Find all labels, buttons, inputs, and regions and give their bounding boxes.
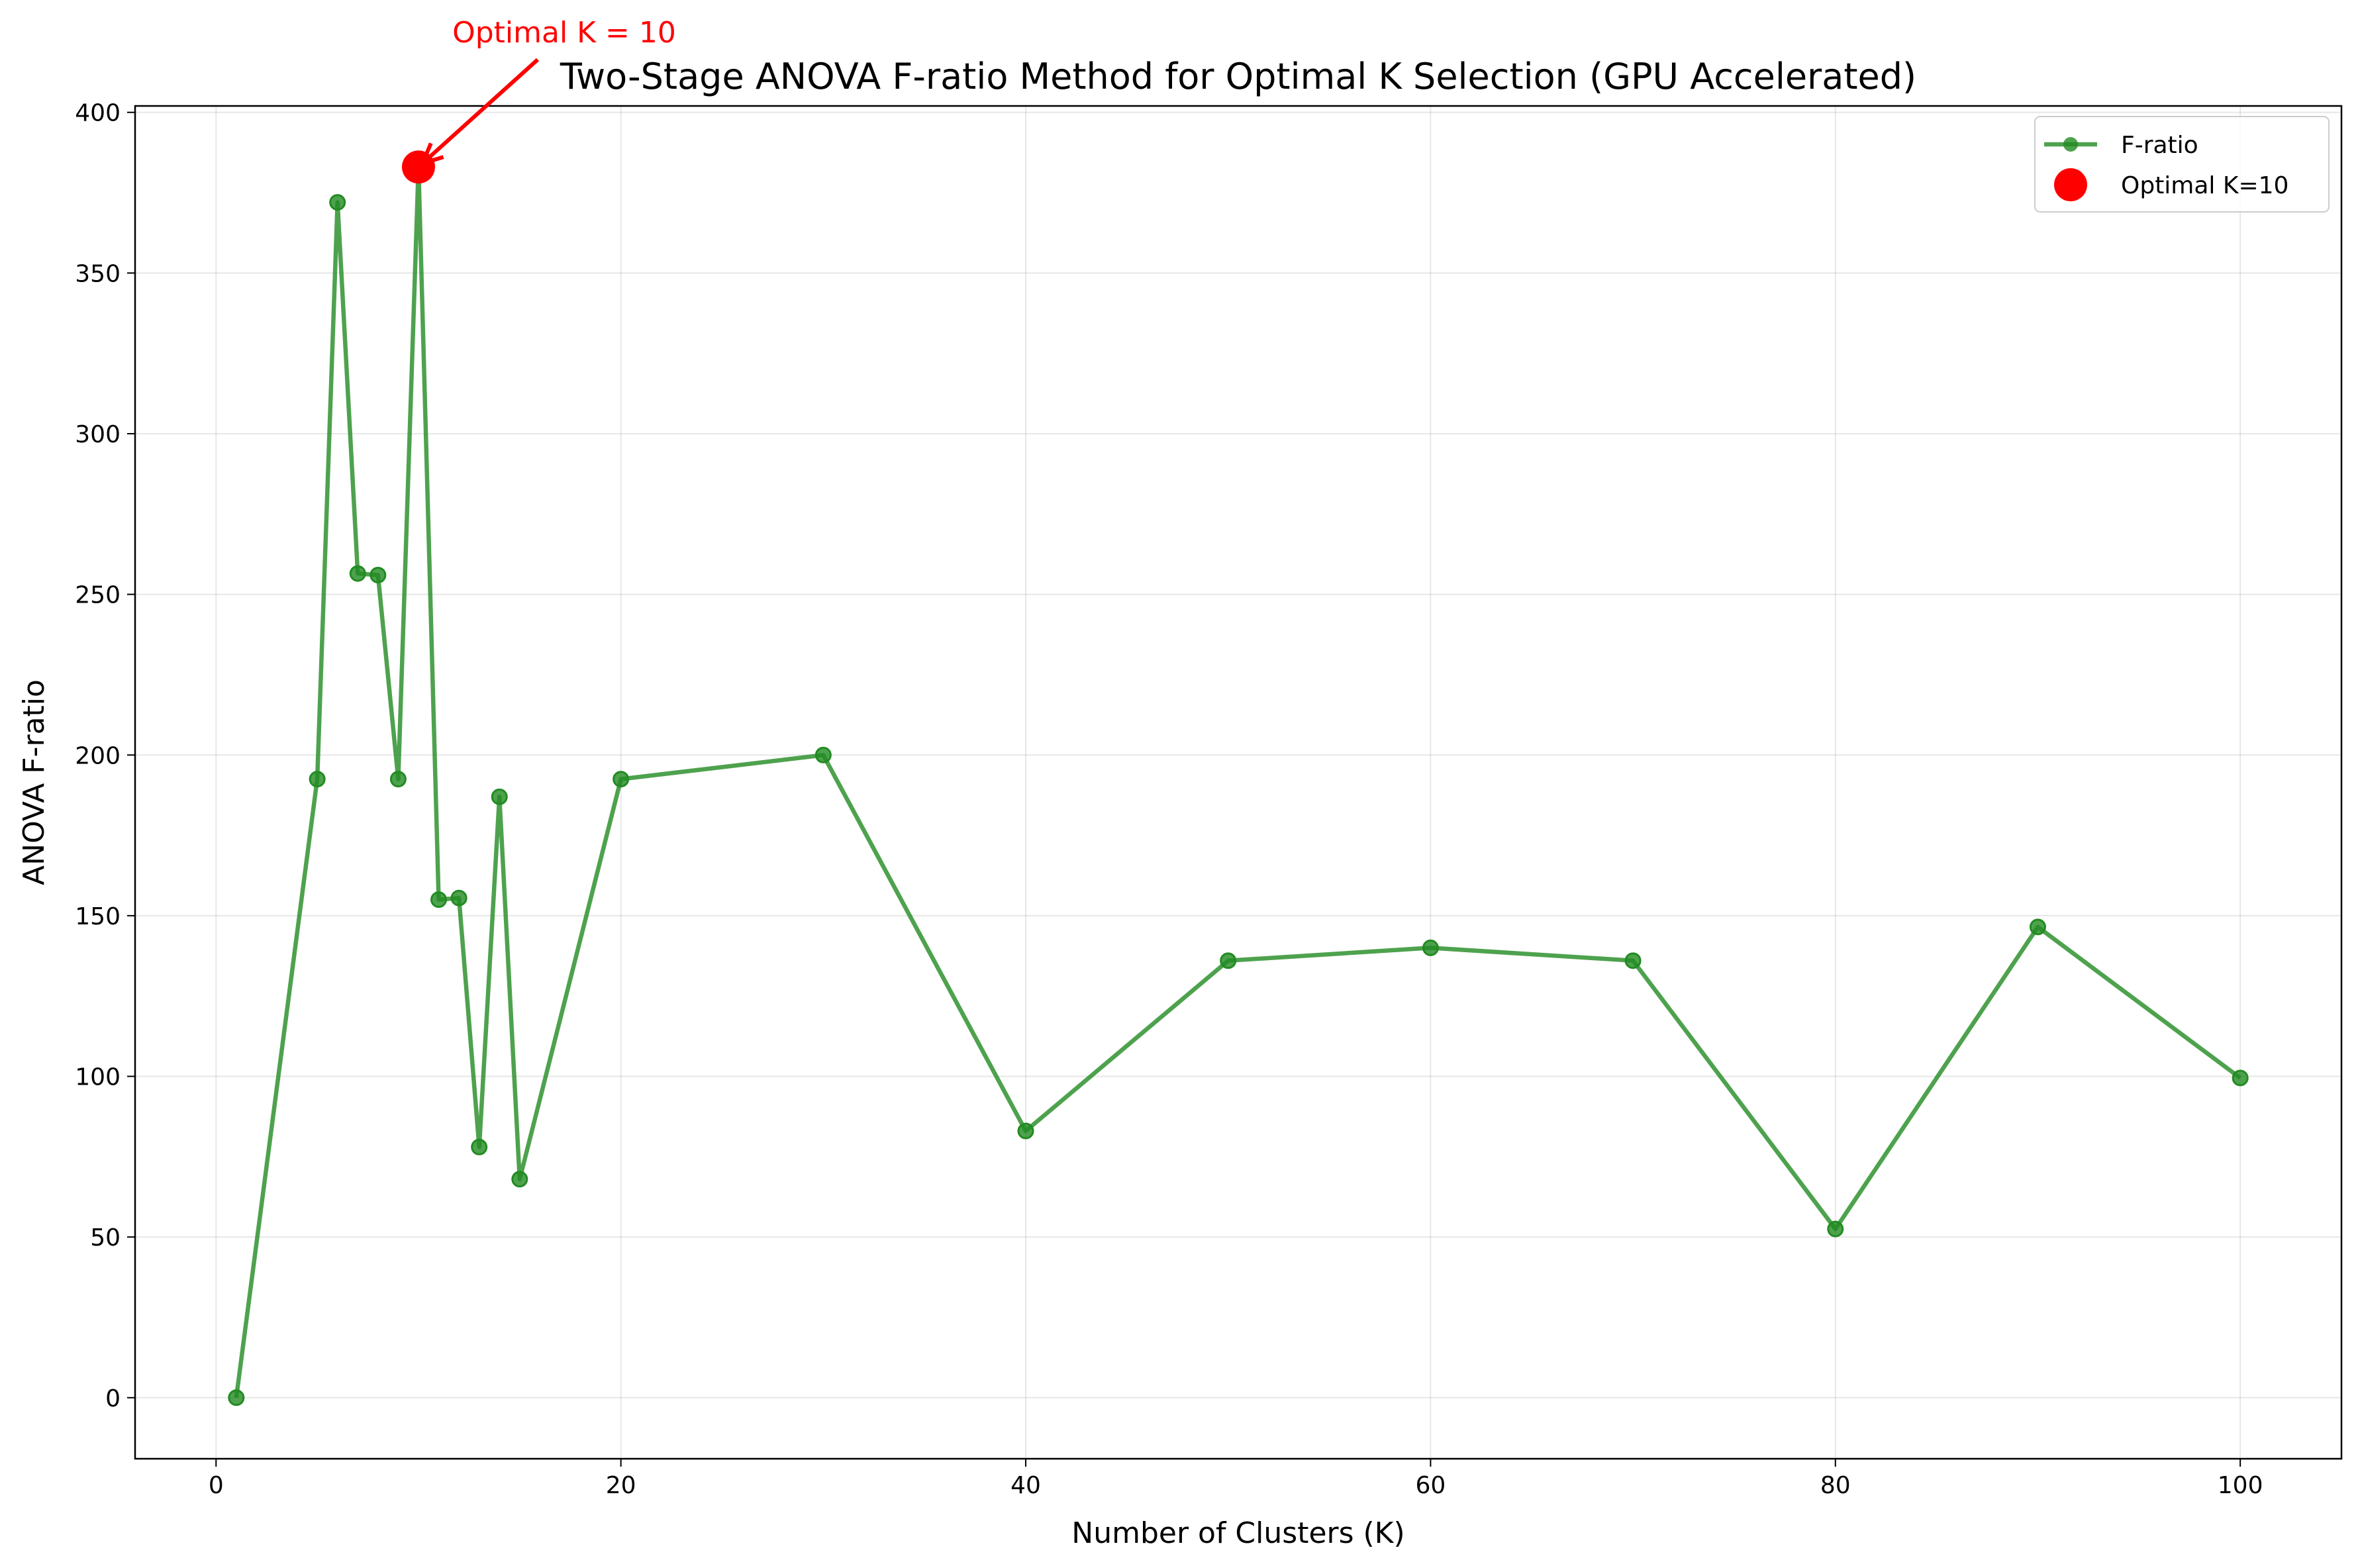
f-ratio-point xyxy=(450,889,467,906)
f-ratio-point xyxy=(1422,939,1439,956)
annotation-text: Optimal K = 10 xyxy=(452,16,676,50)
y-tick-label: 100 xyxy=(75,1064,121,1091)
legend: F-ratio Optimal K=10 xyxy=(2034,116,2330,213)
y-tick-label: 50 xyxy=(90,1224,121,1251)
x-tick-label: 20 xyxy=(606,1472,636,1499)
f-ratio-point xyxy=(1017,1122,1034,1140)
y-tick-label: 250 xyxy=(75,582,121,609)
x-tick-label: 40 xyxy=(1010,1472,1041,1499)
plot-series xyxy=(228,150,2249,1406)
f-ratio-point xyxy=(1220,952,1237,969)
x-tick-label: 80 xyxy=(1820,1472,1851,1499)
grid-lines xyxy=(135,106,2341,1459)
f-ratio-point xyxy=(389,771,407,788)
y-tick-label: 300 xyxy=(75,421,121,448)
y-tick-label: 200 xyxy=(75,742,121,769)
f-ratio-point xyxy=(1624,952,1642,969)
f-ratio-point xyxy=(329,194,346,211)
f-ratio-point xyxy=(2029,918,2046,936)
x-tick-label: 100 xyxy=(2218,1472,2263,1499)
annotation-arrow-shaft xyxy=(422,58,540,164)
axis-ticks: 0 20 40 60 80 100 0 50 100 150 200 250 300 350 400 xyxy=(75,100,2263,1499)
y-tick-label: 0 xyxy=(105,1385,121,1412)
legend-optimal-label: Optimal K=10 xyxy=(2121,172,2288,199)
f-ratio-point xyxy=(491,788,508,805)
f-ratio-point xyxy=(511,1171,528,1188)
optimal-k-annotation: Optimal K = 10 xyxy=(418,16,676,167)
y-tick-label: 350 xyxy=(75,260,121,287)
legend-box xyxy=(2034,116,2330,213)
x-axis-label: Number of Clusters (K) xyxy=(1071,1516,1404,1550)
chart-title: Two-Stage ANOVA F-ratio Method for Optim… xyxy=(560,56,1916,97)
f-ratio-point xyxy=(309,771,326,788)
f-ratio-point xyxy=(349,565,366,582)
y-tick-label: 150 xyxy=(75,903,121,930)
annotation-arrow-head xyxy=(418,142,444,167)
f-ratio-point xyxy=(369,566,387,583)
legend-f-ratio-marker xyxy=(2063,137,2078,152)
y-tick-label: 400 xyxy=(75,100,121,127)
f-ratio-point xyxy=(228,1389,245,1406)
x-tick-label: 0 xyxy=(209,1472,224,1499)
legend-optimal-marker xyxy=(2054,168,2087,201)
f-ratio-point xyxy=(814,746,832,763)
x-tick-label: 60 xyxy=(1415,1472,1446,1499)
f-ratio-point xyxy=(2232,1069,2249,1087)
plot-frame xyxy=(134,105,2343,1460)
f-ratio-point xyxy=(430,891,448,908)
f-ratio-point xyxy=(1827,1220,1844,1238)
f-ratio-point xyxy=(613,771,630,788)
legend-f-ratio-label: F-ratio xyxy=(2121,132,2198,159)
f-ratio-point xyxy=(471,1138,488,1155)
y-axis-label: ANOVA F-ratio xyxy=(17,679,51,885)
